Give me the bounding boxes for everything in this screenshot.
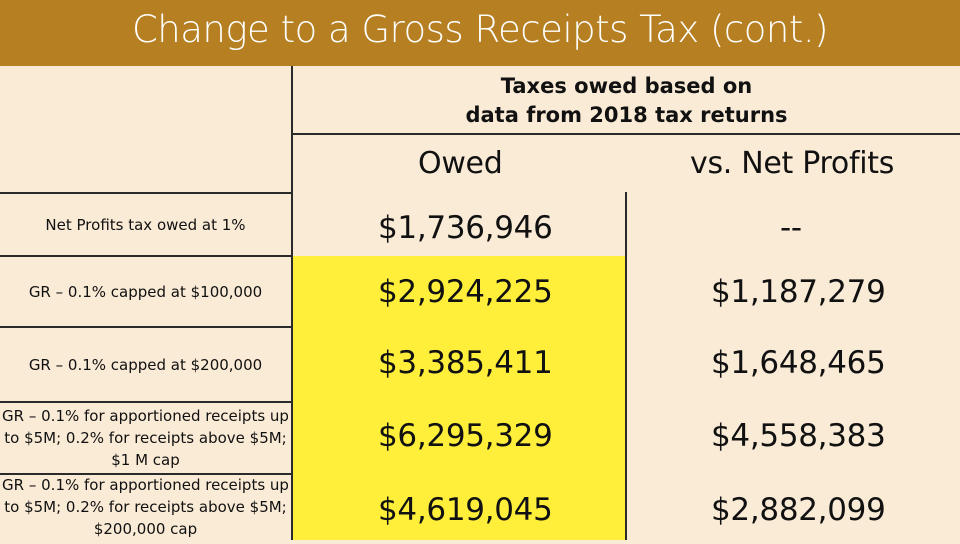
- row-label-5: GR – 0.1% for apportioned receipts up to…: [0, 474, 291, 544]
- row-5-owed: $4,619,045: [378, 492, 553, 528]
- row-label-4-text: GR – 0.1% for apportioned receipts up to…: [2, 407, 289, 469]
- label-row-rule-1: [0, 255, 292, 257]
- row-1-owed: $1,736,946: [378, 210, 553, 246]
- row-4-vs-net-profits: $4,558,383: [711, 418, 886, 454]
- row-label-4: GR – 0.1% for apportioned receipts up to…: [0, 403, 291, 473]
- row-label-5-text: GR – 0.1% for apportioned receipts up to…: [2, 476, 289, 538]
- label-row-rule-3: [0, 401, 292, 403]
- label-row-rule-4: [0, 473, 292, 475]
- row-1-vs-net-profits: --: [780, 210, 802, 246]
- row-label-2: GR – 0.1% capped at $100,000: [0, 257, 291, 326]
- label-header-rule: [0, 192, 292, 194]
- row-3-owed: $3,385,411: [378, 345, 553, 381]
- owed-column-divider: [625, 192, 627, 540]
- row-label-1-text: Net Profits tax owed at 1%: [45, 215, 246, 234]
- row-5-vs-net-profits: $2,882,099: [711, 492, 886, 528]
- row-label-1: Net Profits tax owed at 1%: [0, 194, 291, 255]
- highlight-cell-row-2: [293, 256, 625, 327]
- group-header: Taxes owed based on data from 2018 tax r…: [293, 66, 960, 135]
- title-bar: [0, 0, 960, 66]
- slide-title: Change to a Gross Receipts Tax (cont.): [131, 8, 829, 51]
- row-label-3: GR – 0.1% capped at $200,000: [0, 328, 291, 401]
- group-header-line-2: data from 2018 tax returns: [465, 103, 788, 127]
- row-3-vs-net-profits: $1,648,465: [711, 345, 886, 381]
- row-2-vs-net-profits: $1,187,279: [711, 274, 886, 310]
- column-header-owed: Owed: [418, 146, 503, 181]
- highlight-cell-row-4: [293, 402, 625, 474]
- row-2-owed: $2,924,225: [378, 274, 553, 310]
- group-header-rule: [291, 133, 960, 135]
- row-label-2-text: GR – 0.1% capped at $100,000: [28, 282, 263, 301]
- label-row-rule-2: [0, 326, 292, 328]
- row-label-3-text: GR – 0.1% capped at $200,000: [28, 355, 263, 374]
- row-4-owed: $6,295,329: [378, 418, 553, 454]
- column-header-vs-net-profits: vs. Net Profits: [690, 146, 895, 181]
- row-label-divider: [291, 66, 293, 540]
- group-header-line-1: Taxes owed based on: [500, 74, 753, 98]
- highlight-cell-row-3: [293, 327, 625, 402]
- highlight-cell-row-5: [293, 474, 625, 540]
